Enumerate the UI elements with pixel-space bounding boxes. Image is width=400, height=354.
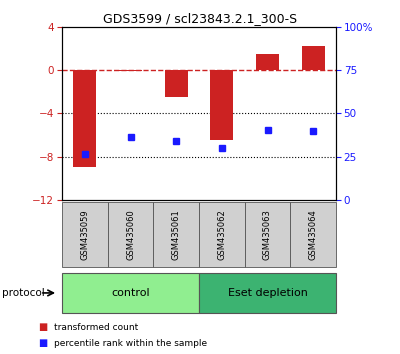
Text: percentile rank within the sample: percentile rank within the sample bbox=[54, 339, 207, 348]
Bar bbox=[119, 70, 142, 71]
Text: Eset depletion: Eset depletion bbox=[228, 288, 308, 298]
Text: GSM435064: GSM435064 bbox=[309, 209, 318, 260]
Text: control: control bbox=[111, 288, 150, 298]
Text: transformed count: transformed count bbox=[54, 323, 138, 332]
Text: protocol: protocol bbox=[2, 288, 45, 298]
Text: GSM435062: GSM435062 bbox=[217, 209, 226, 260]
Bar bbox=[74, 70, 96, 167]
Bar bbox=[256, 54, 279, 70]
Text: GSM435060: GSM435060 bbox=[126, 209, 135, 260]
Text: ■: ■ bbox=[38, 338, 47, 348]
Text: GSM435063: GSM435063 bbox=[263, 209, 272, 260]
Bar bbox=[210, 70, 233, 141]
Text: GDS3599 / scl23843.2.1_300-S: GDS3599 / scl23843.2.1_300-S bbox=[103, 12, 297, 25]
Text: ■: ■ bbox=[38, 322, 47, 332]
Bar bbox=[302, 46, 324, 70]
Text: GSM435059: GSM435059 bbox=[80, 209, 89, 260]
Bar bbox=[165, 70, 188, 97]
Text: GSM435061: GSM435061 bbox=[172, 209, 181, 260]
